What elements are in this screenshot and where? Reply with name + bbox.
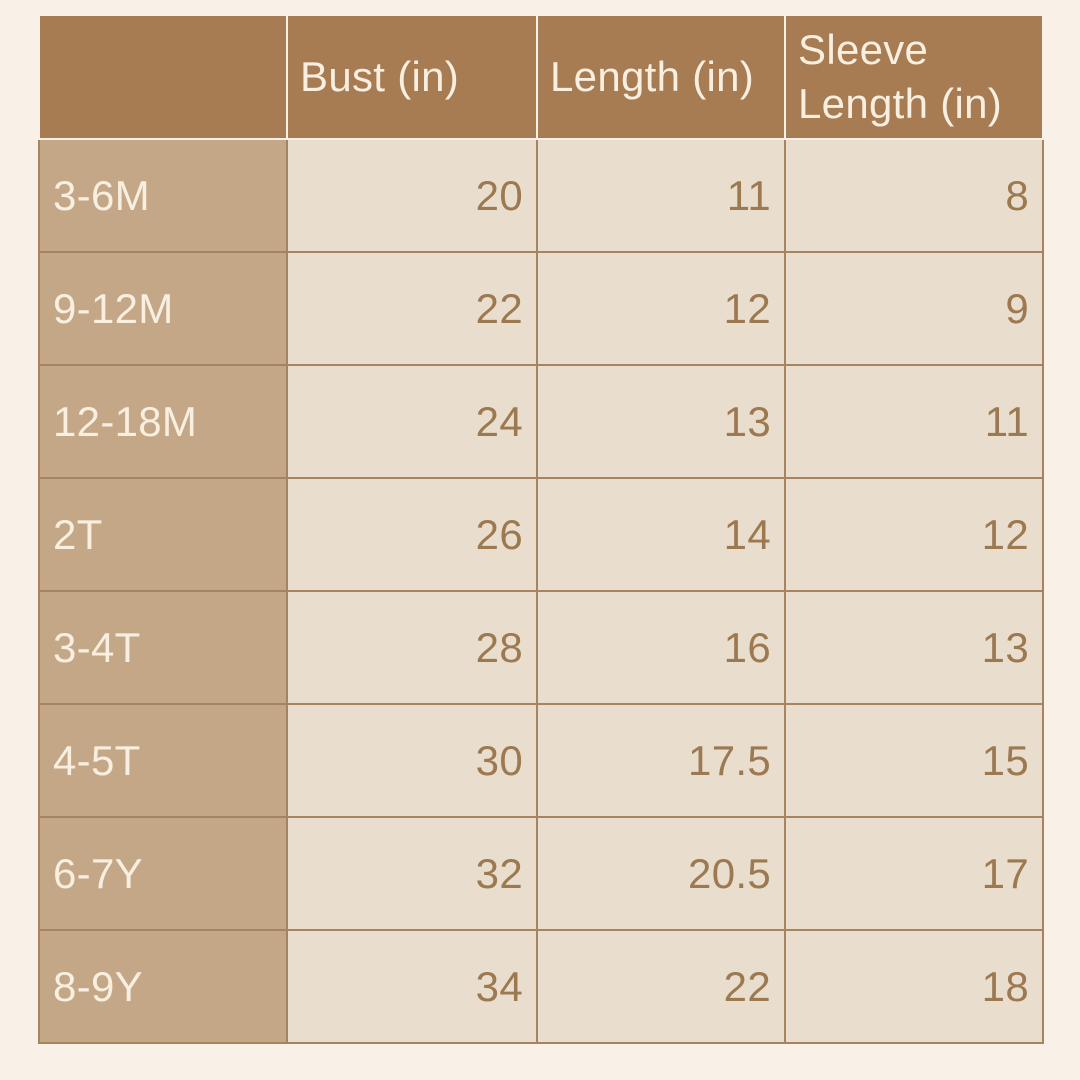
table-row-6-7y: 6-7Y 32 20.5 17 [38, 816, 1044, 931]
sleeve-length-value-cell: 18 [784, 929, 1044, 1044]
bust-value-cell: 30 [286, 703, 538, 818]
bust-value-cell: 32 [286, 816, 538, 931]
size-label-cell: 8-9Y [38, 929, 288, 1044]
size-label-cell: 2T [38, 477, 288, 592]
size-label-cell: 4-5T [38, 703, 288, 818]
sleeve-length-value-cell: 11 [784, 364, 1044, 479]
sleeve-length-value-cell: 17 [784, 816, 1044, 931]
table-row-12-18m: 12-18M 24 13 11 [38, 364, 1044, 479]
length-value-cell: 11 [536, 138, 786, 253]
size-label-cell: 6-7Y [38, 816, 288, 931]
length-value-cell: 22 [536, 929, 786, 1044]
size-label-cell: 9-12M [38, 251, 288, 366]
table-row-8-9y: 8-9Y 34 22 18 [38, 929, 1044, 1044]
size-label-cell: 3-6M [38, 138, 288, 253]
sleeve-length-value-cell: 15 [784, 703, 1044, 818]
table-row-3-4t: 3-4T 28 16 13 [38, 590, 1044, 705]
bust-value-cell: 28 [286, 590, 538, 705]
length-value-cell: 13 [536, 364, 786, 479]
size-label-cell: 3-4T [38, 590, 288, 705]
length-value-cell: 17.5 [536, 703, 786, 818]
size-chart-table: Bust (in) Length (in) Sleeve Length (in)… [38, 14, 1044, 1044]
table-row-3-6m: 3-6M 20 11 8 [38, 138, 1044, 253]
table-row-2t: 2T 26 14 12 [38, 477, 1044, 592]
sleeve-length-value-cell: 12 [784, 477, 1044, 592]
length-value-cell: 20.5 [536, 816, 786, 931]
sleeve-length-value-cell: 13 [784, 590, 1044, 705]
length-value-cell: 14 [536, 477, 786, 592]
length-value-cell: 12 [536, 251, 786, 366]
corner-header-cell [38, 14, 288, 140]
bust-value-cell: 24 [286, 364, 538, 479]
bust-value-cell: 26 [286, 477, 538, 592]
bust-value-cell: 34 [286, 929, 538, 1044]
column-header-bust: Bust (in) [286, 14, 538, 140]
sleeve-length-value-cell: 8 [784, 138, 1044, 253]
sleeve-length-value-cell: 9 [784, 251, 1044, 366]
bust-value-cell: 22 [286, 251, 538, 366]
size-label-cell: 12-18M [38, 364, 288, 479]
column-header-length: Length (in) [536, 14, 786, 140]
table-row-9-12m: 9-12M 22 12 9 [38, 251, 1044, 366]
column-header-sleeve-length: Sleeve Length (in) [784, 14, 1044, 140]
bust-value-cell: 20 [286, 138, 538, 253]
length-value-cell: 16 [536, 590, 786, 705]
header-row: Bust (in) Length (in) Sleeve Length (in) [38, 14, 1044, 140]
table-row-4-5t: 4-5T 30 17.5 15 [38, 703, 1044, 818]
